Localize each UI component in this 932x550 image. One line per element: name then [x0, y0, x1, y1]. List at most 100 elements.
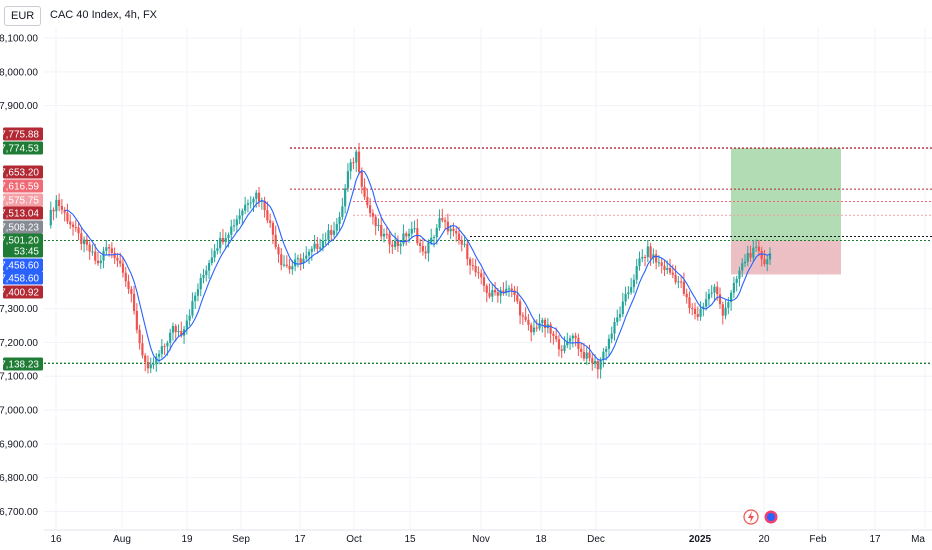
candle-body	[710, 292, 713, 294]
candle-body	[543, 319, 547, 329]
candle-body	[463, 243, 466, 245]
candle-body	[574, 335, 577, 338]
candle-body	[80, 233, 83, 244]
candle-body	[727, 302, 730, 308]
event-icon[interactable]	[763, 509, 779, 525]
time-axis[interactable]: 16 Aug 19 Sep 17 Oct 15 Nov 18 Dec 2025 20 Feb 17 Ma	[44, 529, 932, 545]
candle-body	[438, 218, 441, 228]
candle-body	[655, 254, 658, 263]
candle-body	[441, 218, 444, 221]
candle-body	[113, 252, 116, 258]
candle-body	[202, 274, 205, 278]
x-tick-label: 17	[294, 534, 306, 545]
candle-body	[191, 301, 194, 316]
candle-body	[357, 151, 361, 172]
candle-body	[149, 364, 152, 369]
candle-body	[346, 171, 350, 189]
candle-body	[94, 251, 97, 261]
candle-body	[102, 250, 105, 261]
candle-body	[502, 290, 505, 293]
candle-body	[407, 233, 411, 237]
candle-body	[205, 270, 208, 275]
currency-button[interactable]: EUR	[4, 6, 42, 26]
price-tag-label: 7,508.23	[0, 223, 39, 234]
candle-body	[366, 196, 369, 206]
candle-body	[402, 233, 405, 244]
candle-body	[730, 292, 733, 303]
candle-body	[371, 213, 374, 217]
y-tick-label: 7,100.00	[0, 372, 38, 383]
candle-body	[230, 226, 233, 235]
candle-body	[607, 338, 611, 349]
candle-body	[593, 361, 597, 364]
candle-body	[174, 326, 177, 333]
candle-body	[724, 307, 727, 316]
candle-body	[571, 335, 574, 339]
candle-body	[169, 332, 172, 343]
candle-body	[735, 278, 738, 283]
candle-body	[313, 243, 316, 249]
x-tick-label: Feb	[809, 534, 827, 545]
flash-icon[interactable]	[743, 509, 759, 525]
candle-body	[96, 260, 100, 264]
candle-body	[355, 151, 358, 163]
candle-body	[693, 308, 697, 315]
candle-body	[632, 279, 636, 288]
candle-body	[341, 206, 344, 217]
price-tag-label: 7,400.92	[0, 288, 39, 299]
candle-body	[660, 262, 663, 266]
candle-body	[382, 233, 386, 237]
flash-icon-bolt	[748, 511, 754, 523]
candle-body	[338, 216, 341, 225]
candle-body	[563, 345, 566, 351]
candle-body	[485, 285, 488, 293]
candle-body	[518, 301, 522, 316]
x-tick-label: 15	[404, 534, 416, 545]
candle-body	[132, 293, 136, 311]
candle-body	[294, 259, 297, 267]
candle-body	[269, 220, 272, 223]
candle-body	[466, 243, 469, 260]
candle-body	[427, 242, 430, 254]
candle-body	[680, 281, 683, 283]
y-tick-label: 7,000.00	[0, 406, 38, 417]
symbol-title: CAC 40 Index, 4h, FX	[50, 9, 157, 21]
candle-body	[568, 338, 572, 342]
y-tick-label: 6,900.00	[0, 439, 38, 450]
candle-body	[527, 319, 530, 325]
candle-body	[241, 210, 244, 216]
candle-body	[299, 258, 302, 264]
bottom-icons[interactable]	[743, 509, 779, 525]
candle-body	[618, 314, 622, 318]
candle-body	[224, 238, 227, 243]
candle-body	[319, 247, 322, 249]
candle-body	[271, 222, 275, 235]
candle-body	[124, 272, 127, 282]
price-tag-label: 7,653.20	[0, 168, 39, 179]
candle-body	[641, 256, 644, 259]
candle-body	[444, 220, 447, 222]
candle-body	[413, 228, 416, 230]
candle-body	[99, 260, 102, 264]
price-axis[interactable]: 8,100.00 8,000.00 7,900.00 7,300.00 7,200.00…	[0, 34, 38, 519]
candle-body	[171, 326, 175, 333]
candle-body	[69, 221, 72, 225]
candle-body	[302, 258, 305, 264]
candle-body	[385, 233, 388, 235]
price-tag-label: 7,458.60	[0, 261, 39, 272]
candle-body	[255, 192, 258, 199]
price-tags: 7,775.88 7,774.53 7,653.20 7,616.59 7,575.75…	[0, 127, 43, 371]
candle-body	[585, 352, 588, 359]
candle-body	[196, 289, 200, 296]
candle-body	[213, 250, 216, 258]
candle-body	[499, 290, 502, 296]
candle-body	[310, 248, 313, 252]
candle-body	[152, 364, 155, 366]
candle-body	[460, 239, 463, 245]
candle-body	[274, 234, 277, 248]
candle-body	[85, 239, 88, 245]
candle-body	[649, 246, 652, 259]
candle-body	[752, 247, 755, 258]
candle-body	[596, 361, 599, 370]
